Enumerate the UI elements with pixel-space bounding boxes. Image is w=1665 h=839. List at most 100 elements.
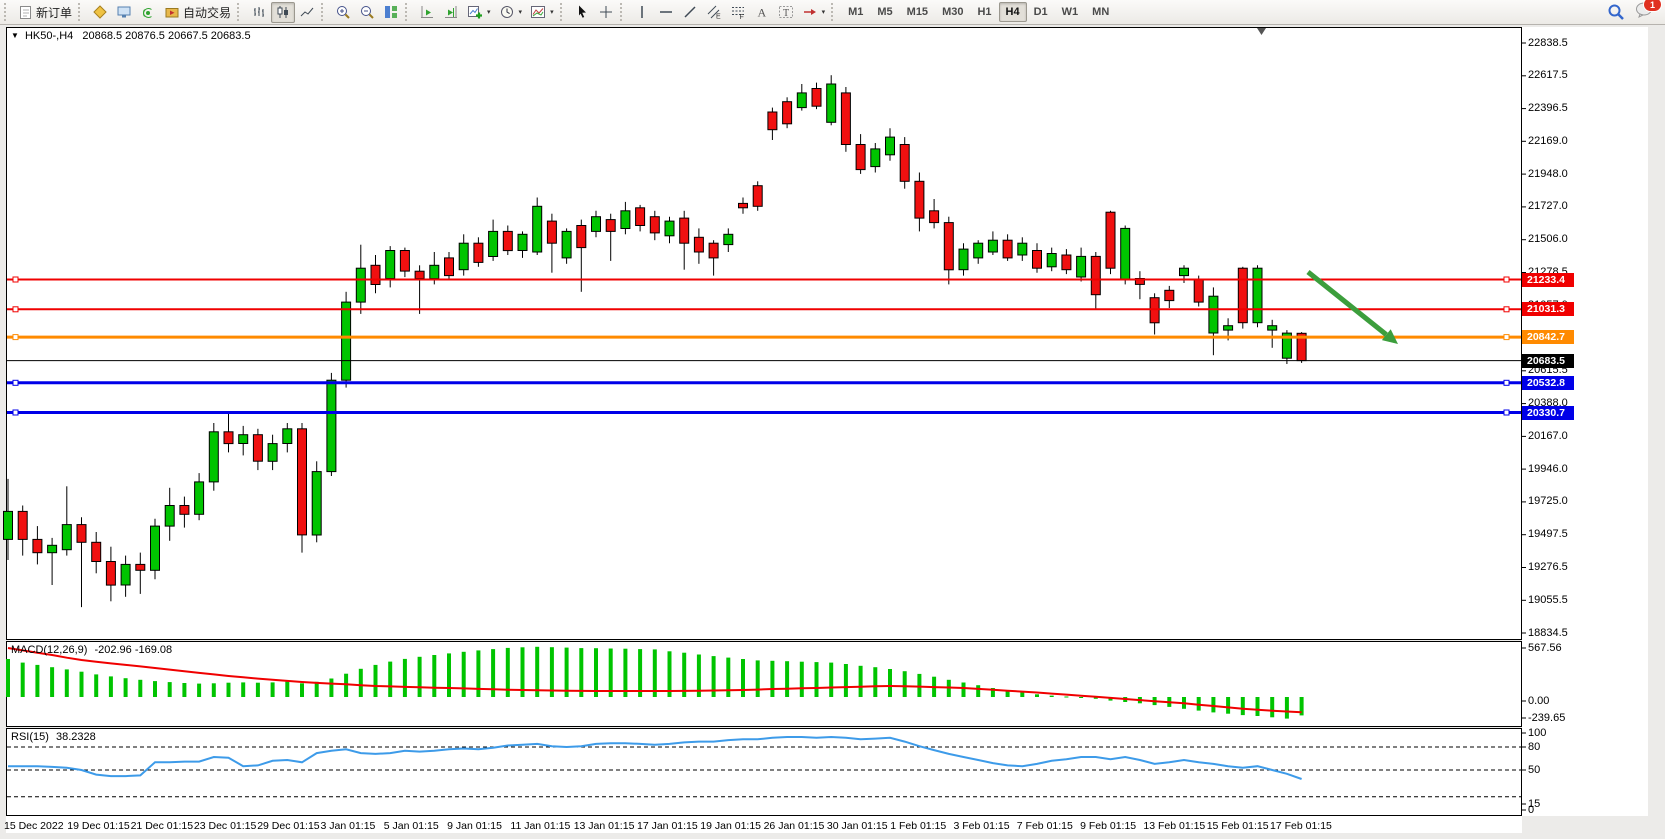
date-label: 26 Jan 01:15: [763, 820, 825, 832]
zoom-in-button[interactable]: [331, 2, 355, 23]
zoom-in-icon: [337, 6, 350, 19]
fibonacci-button[interactable]: F: [726, 2, 750, 23]
date-label: 13 Feb 01:15: [1143, 820, 1206, 832]
toolbar-grip[interactable]: [237, 3, 243, 21]
date-label: 15 Dec 2022: [4, 820, 64, 832]
price-tick-label: 19276.5: [1528, 560, 1568, 573]
signal-button[interactable]: [136, 2, 160, 23]
templates-button[interactable]: ▾: [526, 2, 558, 23]
timeframe-M30[interactable]: M30: [942, 6, 964, 18]
price-tick-label: 22169.0: [1528, 134, 1568, 147]
price-badge-21233.4: 21233.4: [1522, 272, 1574, 287]
new-order-button[interactable]: 新订单: [14, 2, 76, 23]
toolbar-grip[interactable]: [559, 3, 566, 21]
auto-scroll-button[interactable]: [415, 2, 439, 23]
timeframe-W1[interactable]: W1: [1061, 6, 1079, 18]
candlestick-icon: [277, 6, 289, 18]
tile-windows-button[interactable]: [379, 2, 403, 23]
clock-icon: [500, 6, 513, 18]
price-tick-label: 19725.0: [1528, 495, 1568, 508]
line-chart-button[interactable]: [295, 2, 319, 23]
text-label-button[interactable]: T: [774, 2, 798, 23]
text-button[interactable]: A: [750, 2, 774, 23]
date-label: 19 Dec 01:15: [67, 820, 130, 832]
price-tick-label: 20167.0: [1528, 429, 1568, 442]
chart-shift-button[interactable]: [439, 2, 463, 23]
date-label: 15 Feb 01:15: [1206, 820, 1269, 832]
add-indicator-button[interactable]: ▾: [463, 2, 495, 23]
toolbar-grip[interactable]: [405, 3, 411, 21]
terminal-button[interactable]: [112, 2, 136, 23]
bar-chart-button[interactable]: [247, 2, 271, 23]
price-badge-20330.7: 20330.7: [1522, 405, 1574, 420]
svg-text:A: A: [757, 6, 766, 20]
date-label: 1 Feb 01:15: [890, 820, 947, 832]
timeframe-M1[interactable]: M1: [848, 6, 864, 18]
timeframe-H1[interactable]: H1: [977, 6, 992, 18]
collapse-arrow-icon[interactable]: ▼: [11, 31, 19, 40]
zoom-out-icon: [361, 6, 374, 19]
periods-button[interactable]: ▾: [495, 2, 527, 23]
vertical-line-button[interactable]: [630, 2, 654, 23]
date-label: 7 Feb 01:15: [1016, 820, 1073, 832]
symbol-timeframe-label: HK50-,H4: [24, 30, 74, 42]
horizontal-line-icon: [659, 11, 672, 13]
toolbar-grip[interactable]: [321, 3, 327, 21]
date-label: 9 Feb 01:15: [1080, 820, 1137, 832]
dropdown-arrow-icon: ▾: [821, 9, 826, 16]
chart-shift-icon: [445, 6, 458, 18]
toolbar-grip[interactable]: [619, 3, 626, 21]
date-label: 11 Jan 01:15: [510, 820, 571, 832]
timeframe-M15[interactable]: M15: [906, 6, 929, 18]
auto-scroll-icon: [421, 6, 434, 18]
rsi-panel[interactable]: [6, 728, 1522, 816]
gold-gem-button[interactable]: [88, 2, 112, 23]
crosshair-button[interactable]: [594, 2, 618, 23]
notifications-button[interactable]: 1: [1635, 0, 1662, 23]
toolbar-grip[interactable]: [4, 3, 10, 21]
price-tick-label: 19055.5: [1528, 593, 1568, 606]
date-label: 9 Jan 01:15: [447, 820, 502, 832]
date-label: 30 Jan 01:15: [826, 820, 888, 832]
channel-button[interactable]: E: [702, 2, 726, 23]
timeframe-H4[interactable]: H4: [998, 2, 1027, 22]
date-label: 19 Jan 01:15: [700, 820, 762, 832]
zoom-out-button[interactable]: [355, 2, 379, 23]
horizontal-line-button[interactable]: [654, 2, 678, 23]
rsi-axis-label: 80: [1528, 740, 1541, 753]
price-chart-panel[interactable]: [6, 27, 1522, 640]
timeframe-MN[interactable]: MN: [1092, 6, 1110, 18]
price-axis[interactable]: [1522, 27, 1648, 816]
search-icon[interactable]: [1607, 3, 1625, 21]
price-tick-label: 22838.5: [1528, 36, 1568, 49]
rsi-value-label: 38.2328: [55, 731, 96, 743]
price-tick-label: 21727.0: [1528, 200, 1568, 213]
time-axis[interactable]: [6, 816, 1522, 833]
price-tick-label: 22396.5: [1528, 102, 1568, 115]
macd-name-label: MACD(12,26,9): [11, 644, 88, 656]
timeframe-group: M1 M5 M15 M30 H1 H4 D1 W1 MN: [841, 2, 1116, 22]
auto-trading-button[interactable]: 自动交易: [160, 2, 235, 23]
channel-icon: E: [707, 5, 721, 20]
macd-axis-label: -239.65: [1528, 711, 1566, 724]
ohlc-label: 20868.5 20876.5 20667.5 20683.5: [82, 30, 251, 42]
price-tick-label: 19497.5: [1528, 528, 1568, 541]
trendline-button[interactable]: [678, 2, 702, 23]
timeframe-D1[interactable]: D1: [1033, 6, 1048, 18]
date-label: 3 Feb 01:15: [953, 820, 1010, 832]
macd-panel[interactable]: [6, 641, 1522, 727]
toolbar-grip[interactable]: [78, 3, 84, 21]
timeframe-M5[interactable]: M5: [877, 6, 893, 18]
rsi-axis-label: 15: [1528, 797, 1541, 810]
template-icon: [531, 6, 546, 18]
shapes-button[interactable]: ▾: [798, 2, 830, 23]
macd-values-label: -202.96 -169.08: [94, 644, 173, 656]
window-right-edge: [1648, 25, 1665, 839]
auto-trading-icon: [164, 4, 180, 20]
cursor-button[interactable]: [570, 2, 594, 23]
candlestick-chart-button[interactable]: [271, 1, 296, 23]
toolbar-grip[interactable]: [831, 3, 837, 21]
rsi-header: RSI(15) 38.2328: [11, 731, 96, 743]
macd-axis-label: 567.56: [1528, 641, 1562, 654]
notification-badge: 1: [1643, 0, 1662, 12]
